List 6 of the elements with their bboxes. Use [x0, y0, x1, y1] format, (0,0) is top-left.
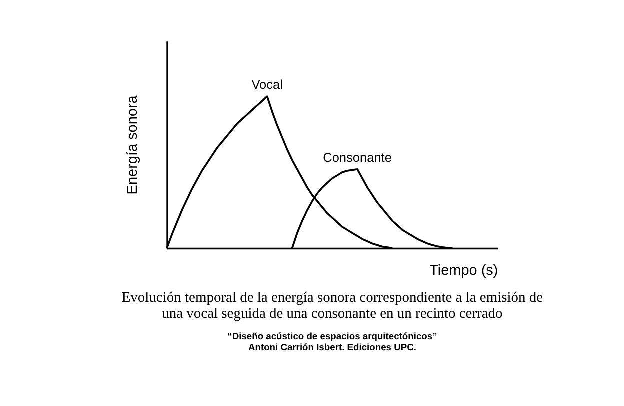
text: Evolución temporal de la energía sonora correspondiente a la emisión de una vocal seguida de una consonante en un recinto cerrado	[122, 290, 544, 322]
series-label: Consonante	[323, 150, 392, 165]
text: “Diseño acústico de espacios arquitectónicos” Antoni Carrión Isbert. Ediciones UPC.	[228, 332, 438, 353]
y-axis-title: Energía sonora	[124, 94, 141, 195]
series-label: Vocal	[252, 76, 283, 92]
x-axis-title: Tiempo (s)	[430, 263, 498, 280]
